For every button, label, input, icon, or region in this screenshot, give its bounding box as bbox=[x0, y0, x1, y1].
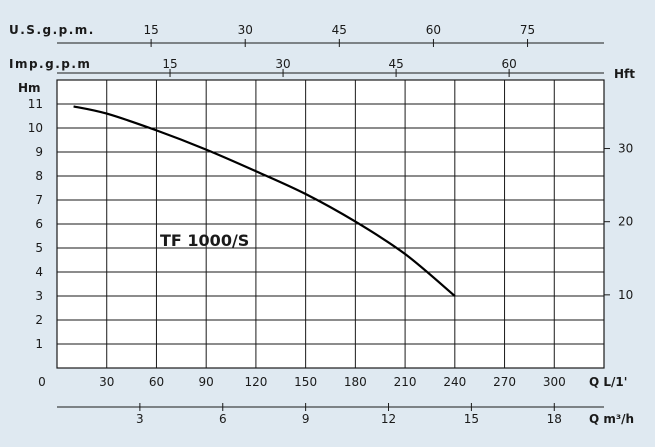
x-tick-label: 210 bbox=[394, 375, 417, 389]
x-tick-label: 120 bbox=[244, 375, 267, 389]
top-axis-tick-label: 75 bbox=[520, 23, 535, 37]
top-axis-tick-label: 60 bbox=[501, 57, 516, 71]
x-tick-label: 300 bbox=[543, 375, 566, 389]
curve-layer bbox=[73, 105, 456, 297]
m3h-axis-tick-label: 12 bbox=[381, 412, 396, 426]
y2-axis-label: Hft bbox=[614, 67, 635, 81]
top-axis-tick-label: 45 bbox=[388, 57, 403, 71]
top-axis-tick-label: 45 bbox=[332, 23, 347, 37]
m3h-axis-tick-label: 9 bbox=[302, 412, 310, 426]
y-tick-label: 4 bbox=[35, 265, 43, 279]
top-axis-tick-label: 30 bbox=[238, 23, 253, 37]
x-axis-label: Q L/1' bbox=[589, 375, 627, 389]
us-gpm-axis-label: U.S.g.p.m. bbox=[9, 23, 95, 37]
x2-axis-label: Q m³/h bbox=[589, 412, 634, 426]
y-tick-label: 9 bbox=[35, 145, 43, 159]
x-tick-label: 180 bbox=[344, 375, 367, 389]
right-axis-tick-label: 30 bbox=[618, 142, 633, 156]
y-axis-label: Hm bbox=[18, 81, 41, 95]
y-tick-label: 3 bbox=[35, 289, 43, 303]
top-axis-tick-label: 30 bbox=[275, 57, 290, 71]
x-tick-label: 150 bbox=[294, 375, 317, 389]
grid-lines bbox=[57, 80, 604, 368]
chart-title: TF 1000/S bbox=[160, 231, 249, 250]
y-tick-label: 10 bbox=[28, 121, 43, 135]
y-tick-label: 8 bbox=[35, 169, 43, 183]
y-tick-label: 7 bbox=[35, 193, 43, 207]
right-axis-tick-label: 20 bbox=[618, 215, 633, 229]
y-tick-label: 6 bbox=[35, 217, 43, 231]
top-axis-tick-label: 15 bbox=[143, 23, 158, 37]
top-axis-tick-label: 60 bbox=[426, 23, 441, 37]
x-tick-label: 270 bbox=[493, 375, 516, 389]
y-tick-label: 11 bbox=[28, 97, 43, 111]
x-tick-label: 60 bbox=[149, 375, 164, 389]
right-axis-tick-label: 10 bbox=[618, 288, 633, 302]
m3h-axis-tick-label: 6 bbox=[219, 412, 227, 426]
performance-curve bbox=[73, 105, 456, 297]
m3h-axis-tick-label: 3 bbox=[136, 412, 144, 426]
tick-labels: 0 30 60 90 120 150 180 210 240 270 300123456789101… bbox=[28, 23, 634, 426]
y-tick-label: 2 bbox=[35, 313, 43, 327]
y-tick-label: 1 bbox=[35, 337, 43, 351]
top-axis-tick-label: 15 bbox=[162, 57, 177, 71]
x-tick-label: 0 bbox=[38, 375, 46, 389]
m3h-axis-tick-label: 15 bbox=[464, 412, 479, 426]
y-tick-label: 5 bbox=[35, 241, 43, 255]
imp-gpm-axis-label: Imp.g.p.m bbox=[9, 57, 91, 71]
x-tick-label: 30 bbox=[99, 375, 114, 389]
m3h-axis-tick-label: 18 bbox=[547, 412, 562, 426]
x-tick-label: 240 bbox=[443, 375, 466, 389]
x-tick-label: 90 bbox=[199, 375, 214, 389]
